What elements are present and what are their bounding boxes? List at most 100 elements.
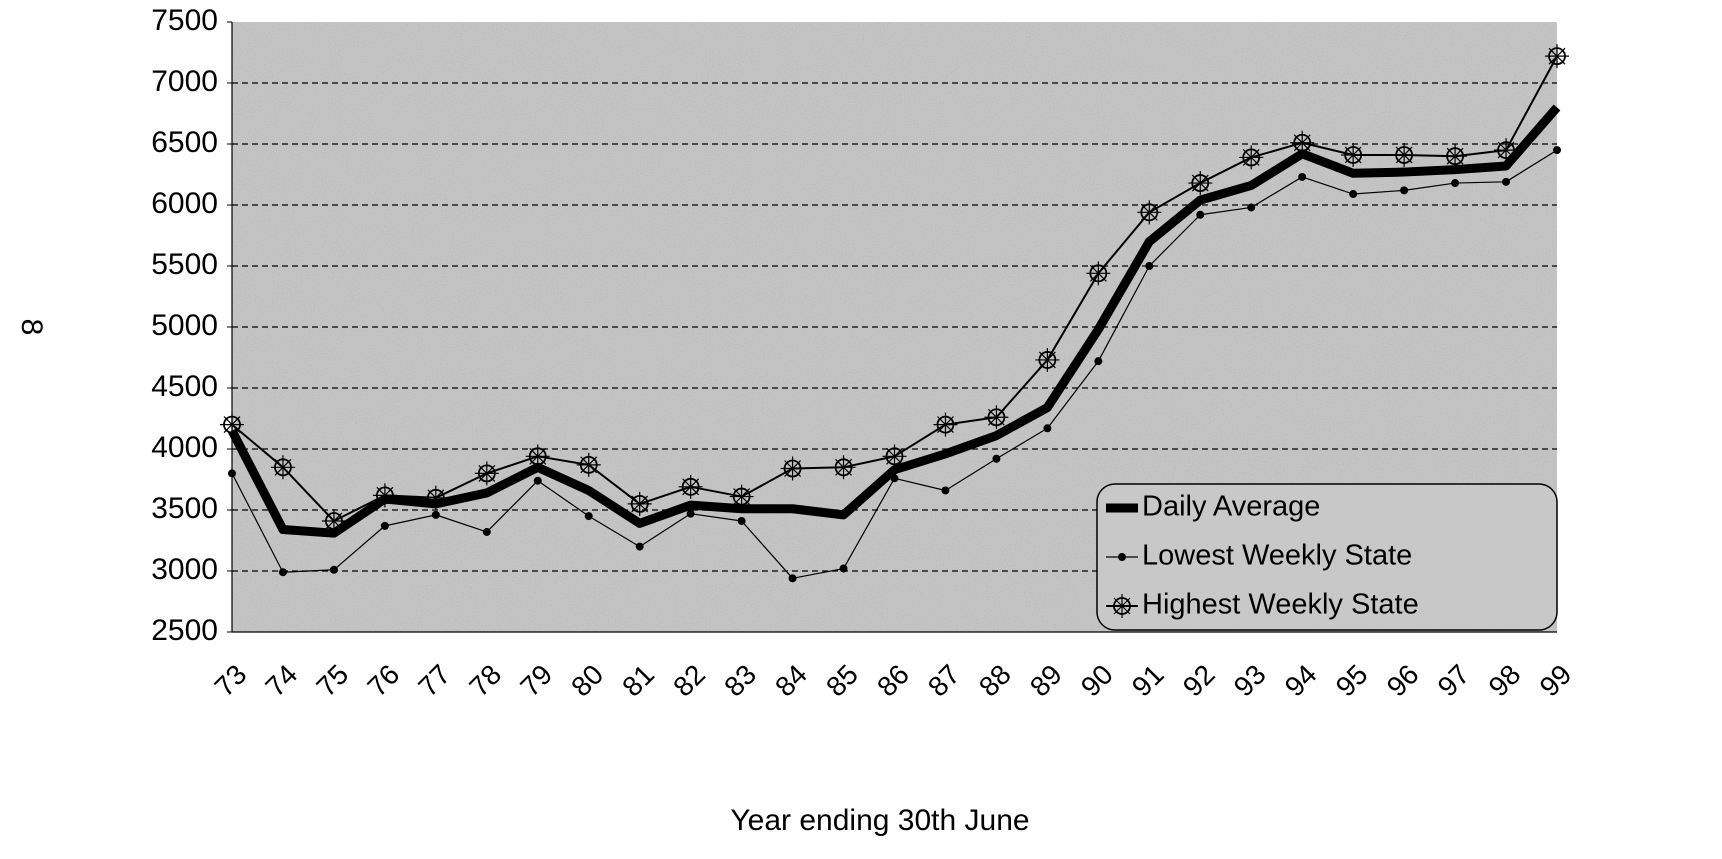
marker-star	[882, 444, 907, 469]
x-tick-label: 83	[718, 659, 762, 703]
x-tick-label: 73	[209, 659, 253, 703]
marker-dot	[737, 516, 746, 525]
x-tick-label: 95	[1330, 659, 1374, 703]
marker-dot	[1502, 177, 1511, 186]
y-tick-label: 2500	[151, 614, 218, 647]
marker-dot	[1298, 172, 1307, 181]
marker-rays	[1035, 347, 1060, 372]
marker-rays	[882, 444, 907, 469]
marker-rays	[1494, 138, 1519, 163]
legend-label: Highest Weekly State	[1142, 589, 1419, 621]
marker-star	[678, 474, 703, 499]
marker-star	[423, 485, 448, 510]
x-tick-label: 84	[769, 659, 813, 703]
x-tick-label: 74	[259, 659, 303, 703]
y-tick-label: 5000	[151, 309, 218, 342]
marker-star	[1494, 138, 1519, 163]
marker-dot	[941, 486, 950, 495]
marker-star	[525, 444, 550, 469]
legend: Daily Average Lowest Weekly State Highest …	[1096, 483, 1558, 631]
marker-rays	[474, 461, 499, 486]
marker-dot	[1145, 262, 1154, 270]
y-tick-label: 5500	[151, 248, 218, 281]
marker-star	[780, 456, 805, 481]
marker-dot	[635, 542, 644, 551]
marker-star	[729, 484, 754, 509]
marker-rays	[423, 485, 448, 510]
y-tick-label: 6000	[151, 187, 218, 220]
x-tick-label: 85	[820, 659, 864, 703]
marker-rays	[525, 444, 550, 469]
marker-star	[321, 508, 346, 533]
marker-dot	[1118, 553, 1126, 561]
marker-rays	[1341, 142, 1366, 167]
marker-dot	[890, 474, 899, 483]
marker-star	[270, 455, 295, 480]
marker-rays	[576, 452, 601, 477]
x-tick-label: 94	[1279, 659, 1323, 703]
marker-rays	[984, 405, 1009, 430]
x-tick-label: 76	[361, 659, 405, 703]
y-tick-label: 3500	[151, 492, 218, 525]
marker-rays	[627, 491, 652, 516]
marker-dot	[584, 512, 593, 521]
marker-rays	[1443, 144, 1468, 169]
x-tick-label: 96	[1381, 659, 1425, 703]
marker-rays	[1239, 145, 1264, 170]
x-tick-label: 87	[922, 659, 966, 703]
marker-rays	[831, 455, 856, 480]
legend-box	[1096, 483, 1558, 631]
marker-rays	[1290, 130, 1315, 155]
legend-label: Lowest Weekly State	[1142, 540, 1412, 572]
marker-star	[1443, 144, 1468, 169]
x-axis-label: Year ending 30th June	[730, 804, 1029, 837]
marker-star	[1545, 44, 1569, 69]
marker-dot	[788, 574, 797, 583]
marker-star	[474, 461, 499, 486]
x-tick-label: 75	[310, 659, 354, 703]
legend-label: Daily Average	[1142, 491, 1320, 523]
marker-rays	[321, 508, 346, 533]
marker-dot	[1094, 357, 1103, 366]
marker-rays	[372, 483, 397, 508]
x-tick-label: 91	[1126, 659, 1170, 703]
marker-star	[220, 412, 244, 437]
x-tick-label: 90	[1075, 659, 1119, 703]
marker-dot	[278, 568, 287, 577]
marker-star	[372, 483, 397, 508]
y-tick-label: 3000	[151, 553, 218, 586]
marker-rays	[1545, 44, 1569, 69]
marker-rays	[220, 412, 244, 437]
marker-dot	[1400, 186, 1409, 195]
marker-rays	[1086, 261, 1111, 286]
x-tick-label: 79	[514, 659, 558, 703]
x-tick-label: 82	[667, 659, 711, 703]
marker-dot	[992, 454, 1001, 463]
marker-dot	[380, 521, 389, 530]
marker-star	[933, 412, 958, 437]
y-tick-label: 7500	[151, 4, 218, 37]
x-tick-label: 92	[1177, 659, 1221, 703]
marker-star	[1110, 594, 1134, 618]
marker-rays	[1188, 171, 1213, 196]
marker-dot	[1349, 190, 1358, 199]
marker-dot	[839, 564, 848, 573]
marker-dot	[482, 527, 491, 536]
marker-dot	[533, 476, 542, 485]
marker-dot	[329, 565, 338, 574]
y-tick-label: 4500	[151, 370, 218, 403]
x-tick-label: 86	[871, 659, 915, 703]
marker-rays	[933, 412, 958, 437]
marker-dot	[1196, 210, 1205, 219]
marker-rays	[1137, 200, 1162, 225]
x-tick-label: 99	[1534, 659, 1578, 703]
marker-star	[1188, 171, 1213, 196]
marker-star	[1239, 145, 1264, 170]
y-tick-label: 4000	[151, 431, 218, 464]
y-tick-label: 7000	[151, 65, 218, 98]
marker-rays	[270, 455, 295, 480]
marker-star	[984, 405, 1009, 430]
marker-rays	[1392, 142, 1417, 167]
x-tick-label: 98	[1483, 659, 1527, 703]
x-tick-label: 81	[616, 659, 660, 703]
